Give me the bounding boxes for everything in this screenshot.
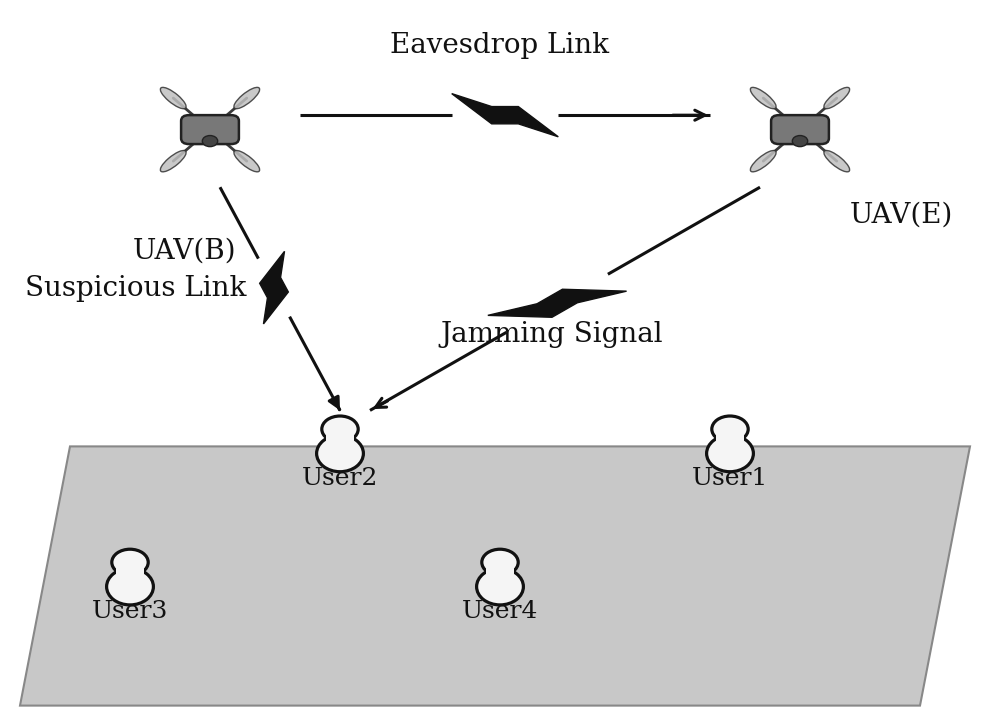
Ellipse shape <box>234 150 260 172</box>
Polygon shape <box>260 251 288 324</box>
Text: Eavesdrop Link: Eavesdrop Link <box>390 32 610 59</box>
Text: Suspicious Link: Suspicious Link <box>25 274 246 302</box>
Text: UAV(E): UAV(E) <box>850 202 953 229</box>
FancyBboxPatch shape <box>181 115 239 144</box>
Polygon shape <box>20 446 970 706</box>
FancyBboxPatch shape <box>116 562 144 575</box>
Ellipse shape <box>160 150 186 172</box>
Circle shape <box>712 416 748 442</box>
Ellipse shape <box>317 435 363 472</box>
FancyBboxPatch shape <box>326 429 354 442</box>
Text: User3: User3 <box>92 600 168 623</box>
Circle shape <box>482 549 518 575</box>
Polygon shape <box>488 289 627 318</box>
FancyBboxPatch shape <box>771 115 829 144</box>
Circle shape <box>792 135 808 147</box>
Ellipse shape <box>824 87 850 109</box>
Ellipse shape <box>160 87 186 109</box>
Ellipse shape <box>234 87 260 109</box>
Ellipse shape <box>707 435 753 472</box>
Text: Jamming Signal: Jamming Signal <box>440 321 663 348</box>
Ellipse shape <box>107 568 153 605</box>
Text: UAV(B): UAV(B) <box>133 238 237 264</box>
Circle shape <box>112 549 148 575</box>
FancyBboxPatch shape <box>716 429 744 442</box>
FancyBboxPatch shape <box>486 562 514 575</box>
Circle shape <box>322 416 358 442</box>
Ellipse shape <box>824 150 850 172</box>
Circle shape <box>202 135 218 147</box>
Polygon shape <box>452 94 558 137</box>
Ellipse shape <box>750 87 776 109</box>
Text: User1: User1 <box>692 467 768 490</box>
Ellipse shape <box>750 150 776 172</box>
Ellipse shape <box>477 568 523 605</box>
Text: User2: User2 <box>302 467 378 490</box>
Text: User4: User4 <box>462 600 538 623</box>
